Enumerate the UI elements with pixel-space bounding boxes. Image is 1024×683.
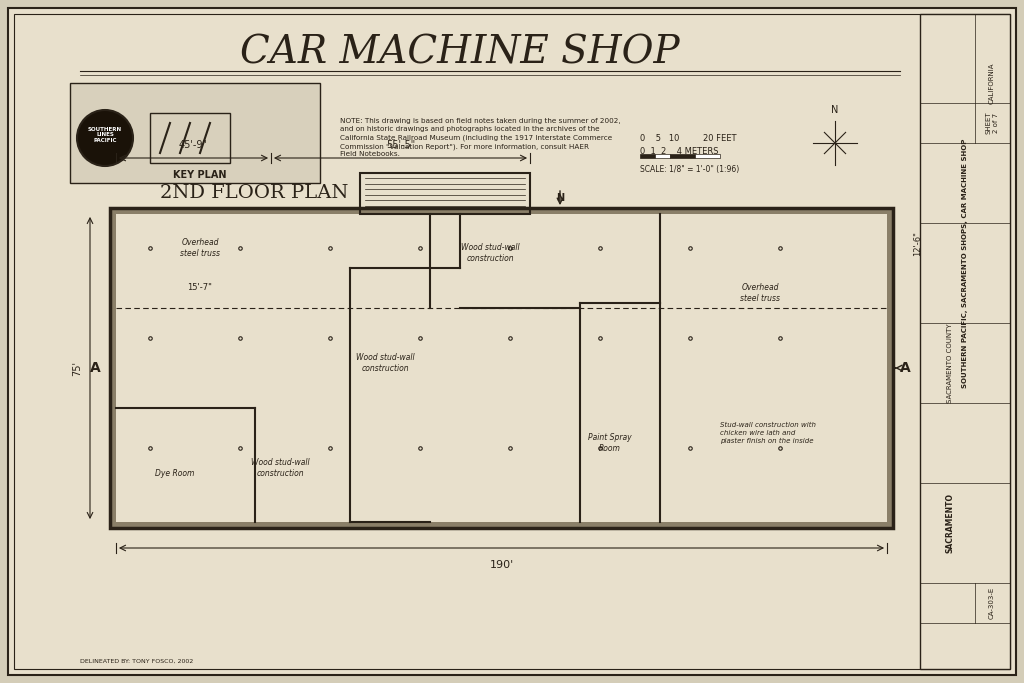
Text: KEY PLAN: KEY PLAN (173, 170, 226, 180)
Text: CALIFORNIA: CALIFORNIA (989, 62, 995, 104)
Text: A: A (90, 361, 100, 375)
Text: Dye Room: Dye Room (156, 469, 195, 477)
Text: NOTE: This drawing is based on field notes taken during the summer of 2002,
and : NOTE: This drawing is based on field not… (340, 118, 621, 158)
Text: N: N (831, 105, 839, 115)
Circle shape (77, 110, 133, 166)
Text: SOUTHERN
LINES
PACIFIC: SOUTHERN LINES PACIFIC (88, 127, 122, 143)
Text: 12'-6": 12'-6" (913, 232, 922, 256)
Text: Paint Spray
Room: Paint Spray Room (588, 433, 632, 453)
Text: DELINEATED BY: TONY FOSCO, 2002: DELINEATED BY: TONY FOSCO, 2002 (80, 658, 194, 663)
Text: CA-303-E: CA-303-E (989, 587, 995, 619)
Text: A: A (900, 361, 910, 375)
Bar (150, 113, 230, 163)
Text: Wood stud-wall
construction: Wood stud-wall construction (251, 458, 309, 478)
Bar (640, 154, 655, 158)
Bar (887, 208, 893, 528)
Text: Wood stud-wall
construction: Wood stud-wall construction (461, 243, 519, 263)
Text: CAR MACHINE SHOP: CAR MACHINE SHOP (241, 35, 680, 72)
Text: 75': 75' (72, 361, 82, 376)
Text: SOUTHERN PACIFIC, SACRAMENTO SHOPS, CAR MACHINE SHOP: SOUTHERN PACIFIC, SACRAMENTO SHOPS, CAR … (962, 139, 968, 388)
Text: N: N (556, 193, 564, 203)
Text: Stud-wall construction with
chicken wire lath and
plaster finish on the inside: Stud-wall construction with chicken wire… (720, 422, 816, 443)
Bar (110, 208, 893, 528)
Bar (110, 208, 116, 528)
Text: 55'-5": 55'-5" (386, 140, 415, 150)
Bar (110, 208, 893, 214)
Bar (695, 154, 720, 158)
Bar (920, 14, 1010, 669)
Text: 15'-7": 15'-7" (187, 283, 212, 292)
Bar (360, 173, 530, 214)
Bar (655, 154, 670, 158)
Text: SACRAMENTO: SACRAMENTO (945, 493, 954, 553)
Text: Wood stud-wall
construction: Wood stud-wall construction (355, 353, 415, 373)
Text: SCALE: 1/8" = 1'-0" (1:96): SCALE: 1/8" = 1'-0" (1:96) (640, 165, 739, 174)
Bar (70, 83, 319, 183)
Bar (110, 522, 893, 528)
Text: Overhead
steel truss: Overhead steel truss (180, 238, 220, 258)
Text: 45'-9": 45'-9" (179, 140, 208, 150)
Text: 0    5   10         20 FEET
0  1  2    4 METERS: 0 5 10 20 FEET 0 1 2 4 METERS (640, 135, 736, 156)
Text: 2ND FLOOR PLAN: 2ND FLOOR PLAN (160, 184, 348, 202)
Text: 190': 190' (489, 560, 514, 570)
Text: SHEET
2 of 7: SHEET 2 of 7 (985, 112, 998, 135)
Text: SACRAMENTO COUNTY: SACRAMENTO COUNTY (947, 323, 953, 403)
Text: Overhead
steel truss: Overhead steel truss (740, 283, 780, 303)
Bar (670, 154, 695, 158)
